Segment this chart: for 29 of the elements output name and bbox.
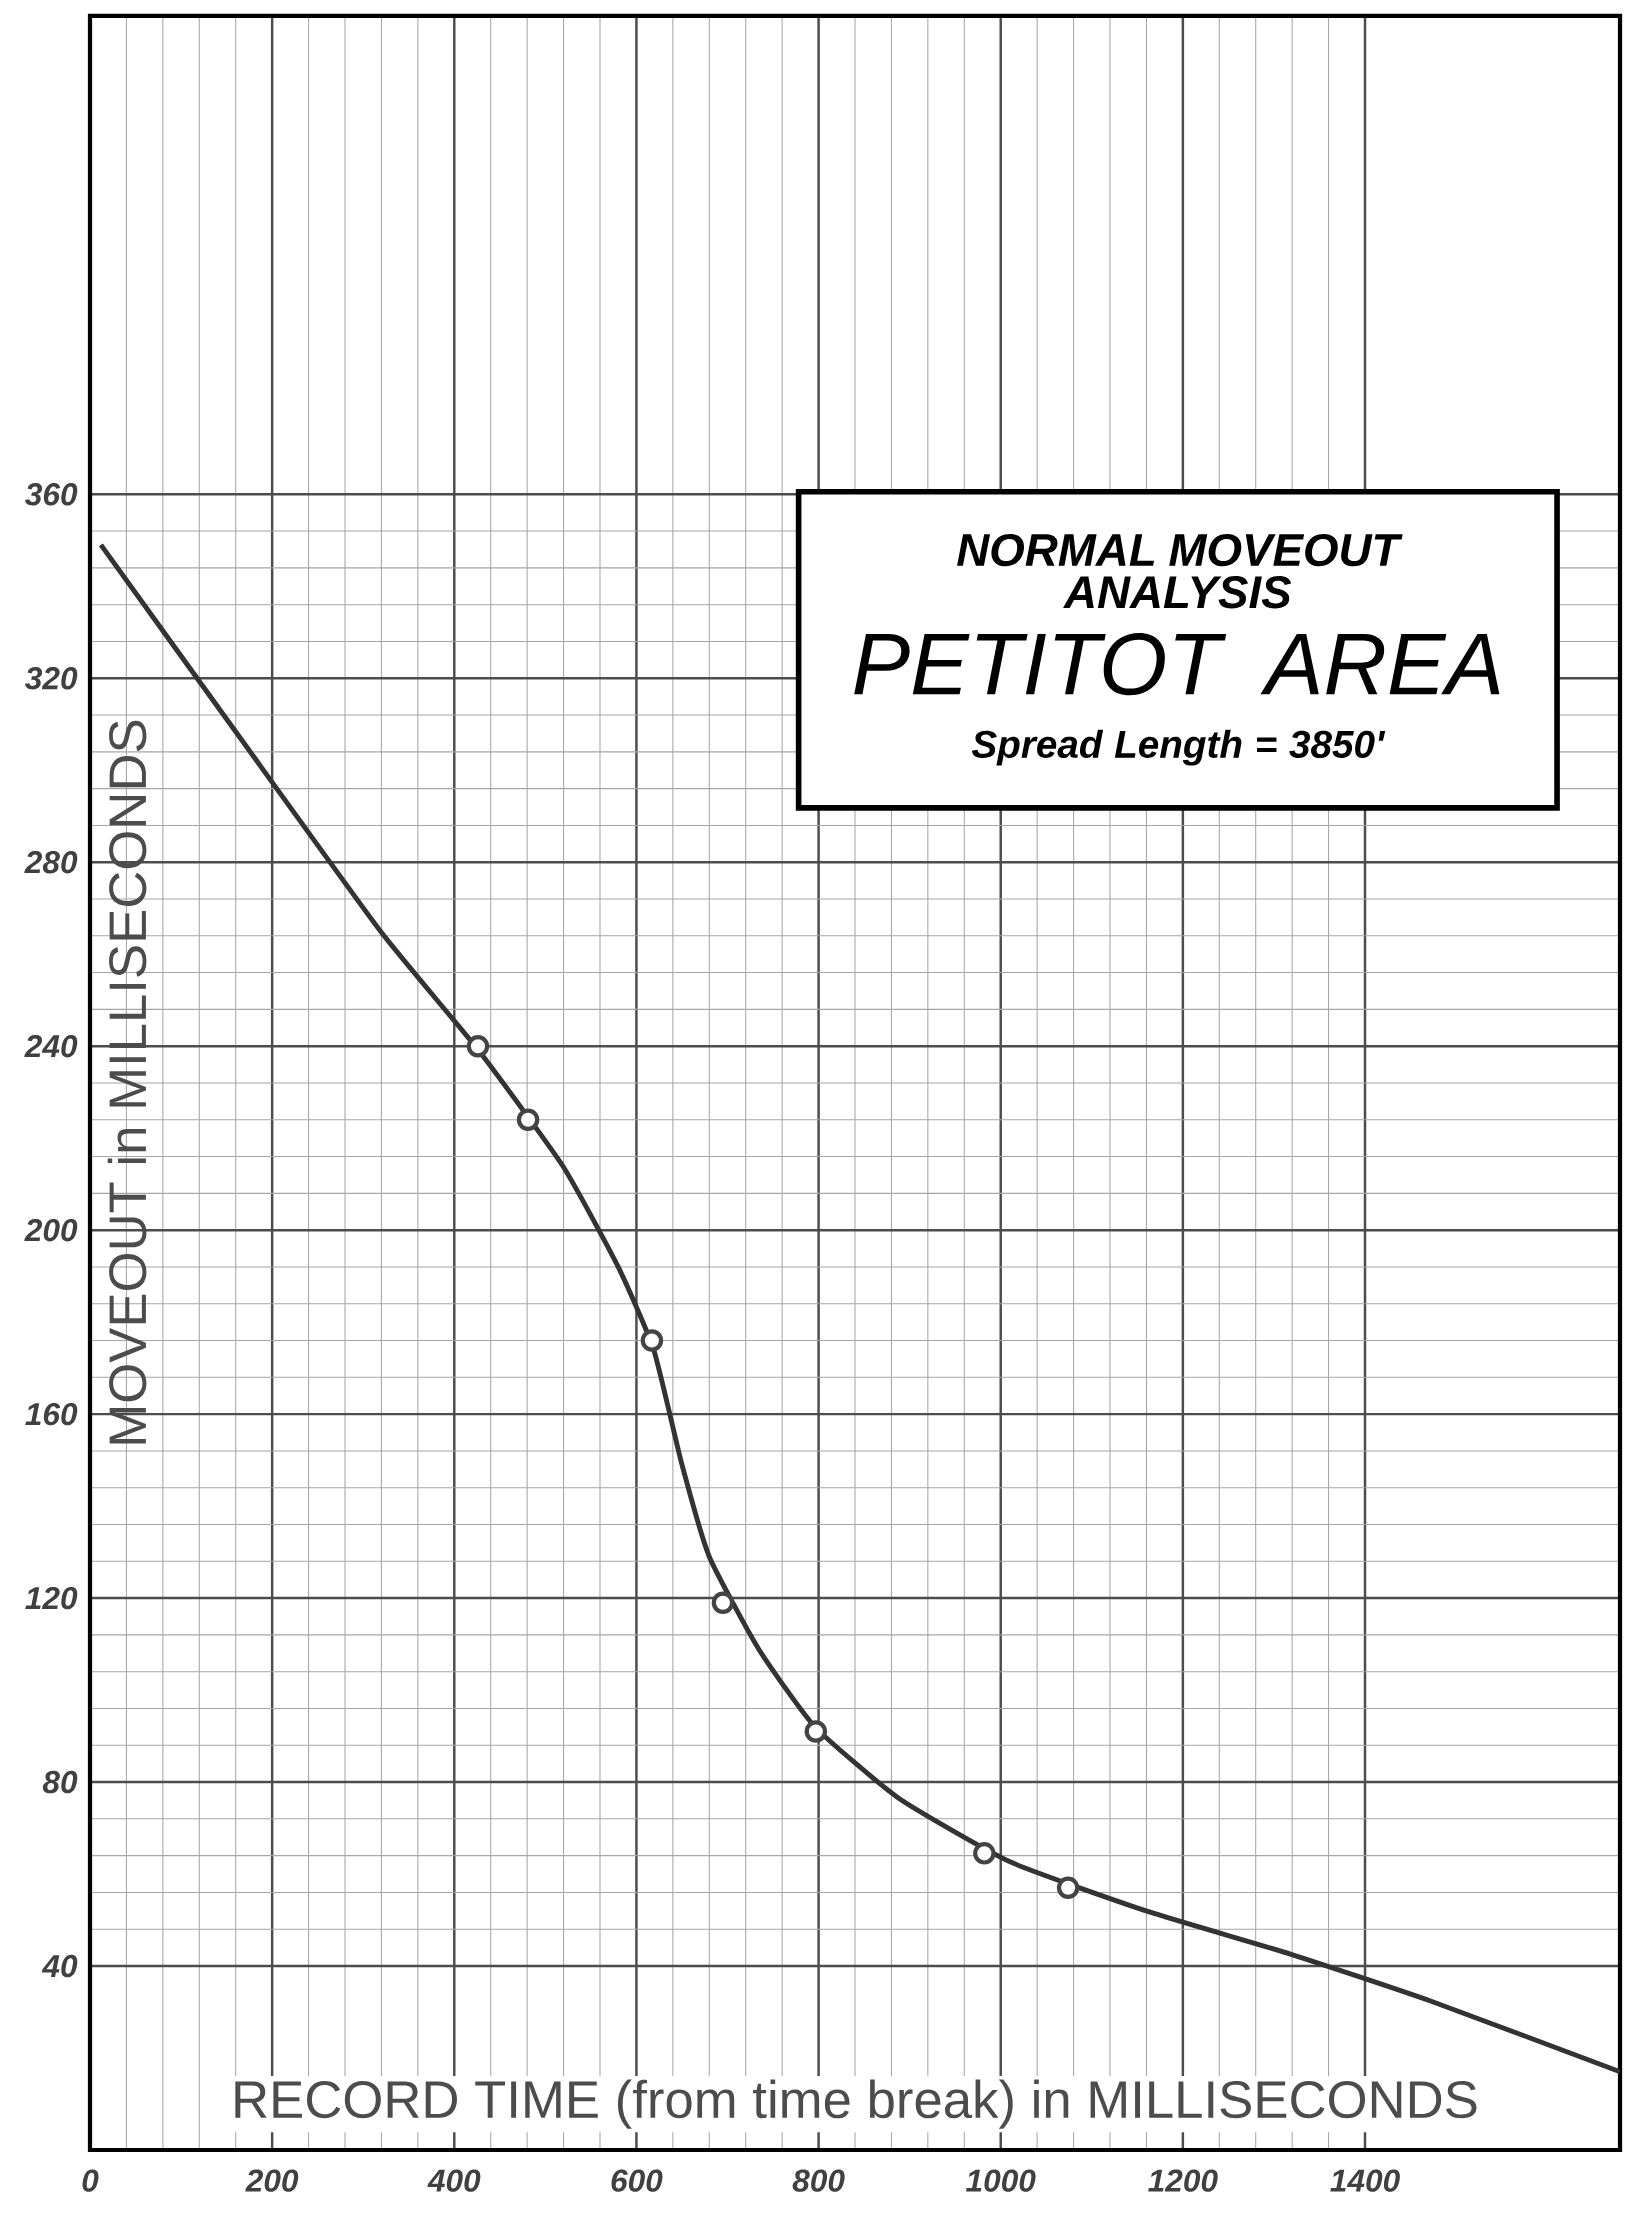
x-tick-label: 600 xyxy=(611,2169,663,2192)
x-tick-label: 400 xyxy=(427,2169,481,2192)
annotation: Spread Length = 3850' xyxy=(971,729,1386,766)
point xyxy=(711,1591,735,1614)
y-tick-label: 200 xyxy=(24,1218,78,1242)
text: PETITOT AREA xyxy=(854,633,1500,696)
x-tick-label: 1400 xyxy=(1330,2169,1400,2192)
x-axis-title: RECORD TIME (from time break) in MILLISECONDS xyxy=(235,2079,1477,2129)
y-tick-label: 320 xyxy=(25,667,78,690)
point xyxy=(804,1720,828,1743)
y-tick-label: 240 xyxy=(24,1034,78,1058)
x-tick-label: 1000 xyxy=(966,2169,1036,2192)
point xyxy=(466,1034,490,1058)
point xyxy=(640,1329,664,1352)
point xyxy=(973,1842,996,1865)
x-tick-label: 800 xyxy=(792,2169,845,2192)
point xyxy=(1056,1876,1080,1900)
x-tick-label: 200 xyxy=(245,2169,299,2192)
y-tick-label: 80 xyxy=(42,1770,78,1794)
x-tick-label: 1200 xyxy=(1148,2169,1218,2192)
y-tick-label: 120 xyxy=(25,1586,78,1610)
text: NORMAL MOVEOUT ANALYSIS xyxy=(957,533,1403,609)
y-tick-label: 280 xyxy=(24,851,78,874)
y-tick-label: 160 xyxy=(25,1402,78,1426)
point xyxy=(516,1108,540,1132)
y-tick-label: 360 xyxy=(25,483,78,506)
y-axis-title: MOVEOUT in MILLISECONDS xyxy=(107,720,147,1444)
y-tick-label: 40 xyxy=(41,1954,78,1978)
x-tick-label: 0 xyxy=(82,2169,99,2192)
